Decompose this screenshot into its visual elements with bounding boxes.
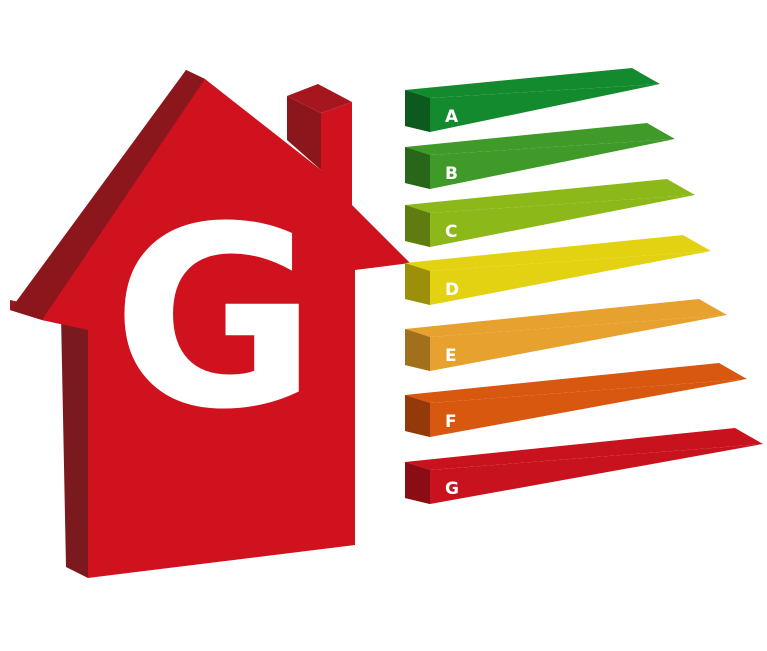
rating-band-d: D [405,235,711,305]
house-front [42,79,410,578]
house-wall-side [61,315,88,578]
rating-band-letter: F [445,412,457,432]
house-icon: G [10,70,410,578]
rating-band-f: F [405,363,747,437]
rating-band-letter: C [445,222,457,242]
rating-band-b: B [405,123,675,189]
rating-band-end [405,395,430,437]
rating-band-g: G [405,428,763,504]
rating-band-face [405,235,711,271]
rating-band-end [405,263,430,305]
rating-band-letter: D [445,280,459,300]
rating-band-front [405,84,660,132]
rating-band-face [405,68,660,98]
chimney-side [287,96,321,170]
rating-band-end [405,147,430,189]
rating-band-front [405,379,747,437]
rating-band-front [405,139,675,189]
rating-band-letter: B [445,164,458,184]
rating-band-end [405,205,430,247]
rating-band-end [405,462,430,504]
rating-band-front [405,444,763,504]
rating-band-letter: G [445,479,459,499]
energy-scale: A B C D E F G [405,68,763,504]
rating-band-face [405,428,763,470]
rating-band-front [405,195,695,247]
rating-band-end [405,90,430,132]
house-rating-letter: G [112,173,317,464]
rating-band-letter: A [445,107,459,127]
chimney-top [287,84,352,113]
rating-band-e: E [405,299,727,371]
rating-band-front [405,315,727,371]
rating-band-c: C [405,179,695,247]
rating-band-face [405,299,727,337]
rating-band-letter: E [445,346,457,366]
rating-band-face [405,363,747,403]
rating-band-face [405,123,675,155]
roof-left-top [10,70,205,320]
rating-band-face [405,179,695,213]
rating-band-a: A [405,68,660,132]
rating-band-front [405,251,711,305]
rating-band-end [405,329,430,371]
